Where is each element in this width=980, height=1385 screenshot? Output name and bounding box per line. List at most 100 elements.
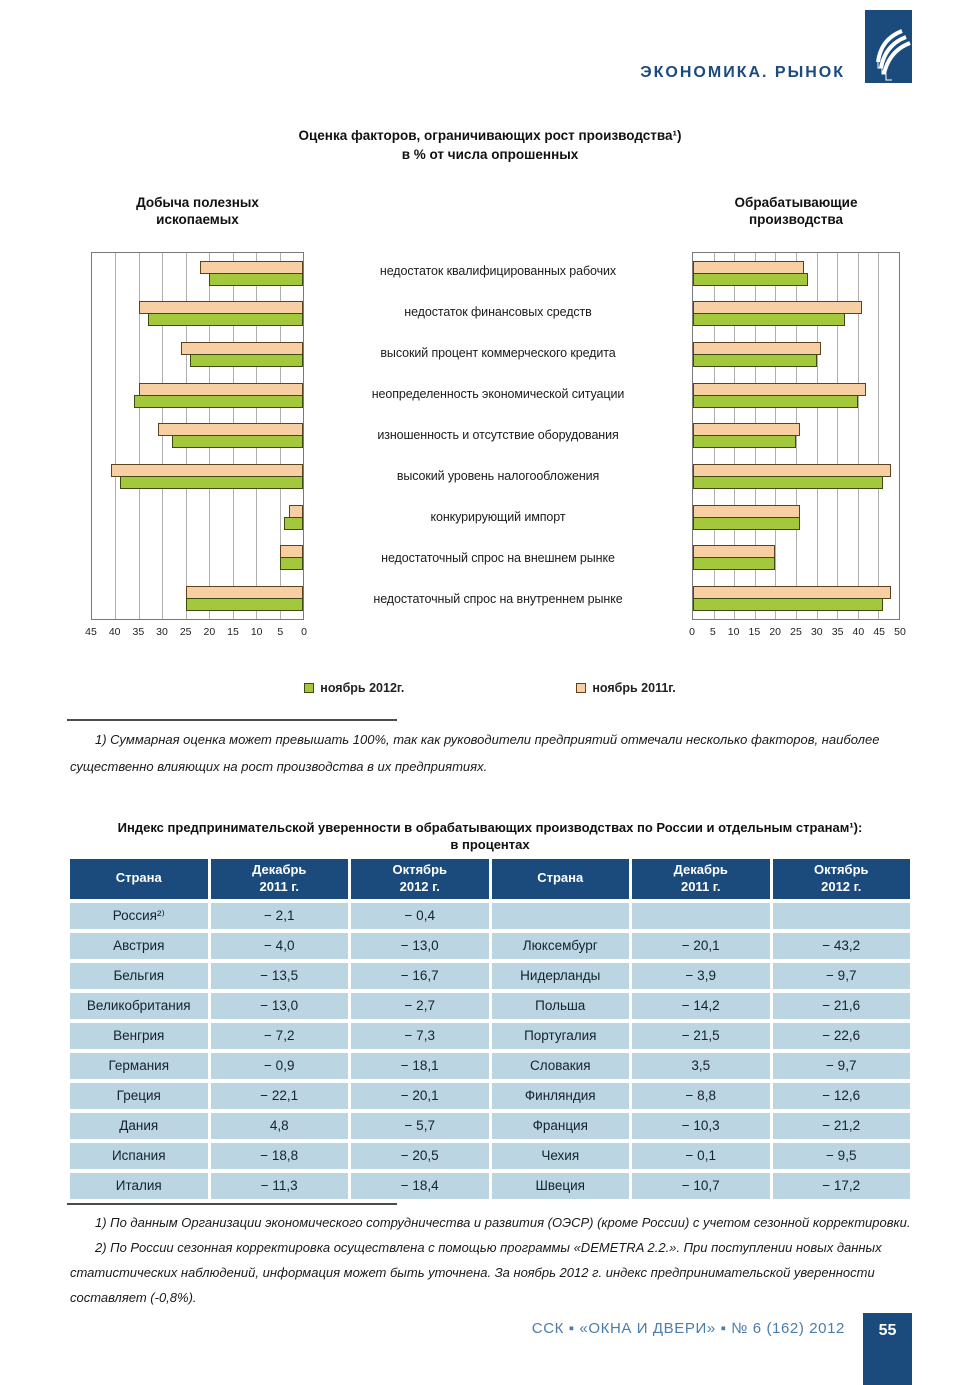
table-cell: − 7,3 bbox=[351, 1022, 489, 1049]
axis-tick-label: 20 bbox=[203, 626, 216, 638]
table-cell bbox=[632, 902, 770, 929]
table-cell: − 2,7 bbox=[351, 992, 489, 1019]
table-row: Венгрия − 7,2− 7,3 Португалия − 21,5− 22,6 bbox=[70, 1022, 910, 1049]
table-header-cell: Декабрь 2011 г. bbox=[632, 859, 770, 899]
bar-group bbox=[693, 375, 899, 416]
gridline bbox=[837, 253, 839, 619]
bar-group bbox=[92, 334, 303, 375]
table-header-cell: Декабрь 2011 г. bbox=[210, 859, 348, 899]
chart-footnote: 1) Суммарная оценка может превышать 100%… bbox=[70, 726, 918, 780]
axis-tick-label: 5 bbox=[709, 626, 716, 638]
logo-swoosh-icon bbox=[876, 29, 911, 81]
table-row: Великобритания − 13,0− 2,7 Польша − 14,2− 2… bbox=[70, 992, 910, 1019]
chart-subtitle: в % от числа опрошенных bbox=[401, 147, 579, 162]
legend-item: ноябрь 2012г. bbox=[304, 681, 404, 695]
axis-tick-label: 50 bbox=[894, 626, 906, 638]
bar-2012 bbox=[693, 598, 883, 612]
bar-group bbox=[92, 294, 303, 335]
table-cell: − 21,6 bbox=[772, 992, 910, 1019]
axis-tick-label: 45 bbox=[85, 626, 97, 638]
page-number-badge: 55 bbox=[863, 1313, 912, 1385]
mining-bar-chart bbox=[91, 252, 304, 620]
table-cell: − 18,4 bbox=[351, 1172, 489, 1199]
left-x-axis: 45 40 35 30 25 20 15 10 5 0 bbox=[85, 626, 307, 640]
table-footnote-text: 1) По данным Организации экономического … bbox=[95, 1215, 911, 1230]
table-row: Италия − 11,3− 18,4 Швеция − 10,7− 17,2 bbox=[70, 1172, 910, 1199]
table-cell: 3,5 bbox=[632, 1052, 770, 1079]
axis-tick-label: 30 bbox=[156, 626, 168, 638]
bar-group bbox=[693, 538, 899, 579]
table-title-block: Индекс предпринимательской уверенности в… bbox=[0, 820, 980, 852]
table-cell: Люксембург bbox=[491, 932, 629, 959]
table-row: Дания 4,8− 5,7 Франция − 10,3− 21,2 bbox=[70, 1112, 910, 1139]
chart-footnote-text: 1) Суммарная оценка может превышать 100%… bbox=[70, 732, 880, 774]
bar-group bbox=[693, 334, 899, 375]
legend-item: ноябрь 2011г. bbox=[576, 681, 676, 695]
section-title: ЭКОНОМИКА. РЫНОК bbox=[640, 64, 845, 81]
bar-group bbox=[693, 578, 899, 619]
bar-2012 bbox=[284, 516, 303, 530]
table-cell: Португалия bbox=[491, 1022, 629, 1049]
bar-2012 bbox=[693, 394, 858, 408]
bar-group bbox=[693, 416, 899, 457]
chart-legend: ноябрь 2012г. ноябрь 2011г. bbox=[0, 681, 980, 695]
legend-label: ноябрь 2012г. bbox=[320, 681, 405, 695]
table-cell bbox=[772, 902, 910, 929]
gridline bbox=[878, 253, 880, 619]
table-cell: − 14,2 bbox=[632, 992, 770, 1019]
left-panel-title: Добыча полезных ископаемых bbox=[136, 195, 259, 227]
table-cell: Испания bbox=[70, 1142, 208, 1169]
table-cell: − 21,5 bbox=[632, 1022, 770, 1049]
table-cell: Италия bbox=[70, 1172, 208, 1199]
table-cell: − 12,6 bbox=[772, 1082, 910, 1109]
axis-tick-label: 25 bbox=[179, 626, 192, 638]
bar-group bbox=[693, 456, 899, 497]
legend-label: ноябрь 2011г. bbox=[592, 681, 676, 695]
table-cell: 4,8 bbox=[210, 1112, 348, 1139]
chart-title-block: Оценка факторов, ограничивающих рост про… bbox=[0, 128, 980, 162]
bar-2012 bbox=[209, 272, 303, 286]
table-cell: − 4,0 bbox=[210, 932, 348, 959]
category-label: недостаточный спрос на внешнем рынке bbox=[381, 550, 615, 565]
category-label: недостаточный спрос на внутреннем рынке bbox=[373, 591, 623, 606]
bar-group bbox=[693, 294, 899, 335]
bar-group bbox=[92, 578, 303, 619]
table-cell: − 2,1 bbox=[210, 902, 348, 929]
table-row: Австрия − 4,0− 13,0 Люксембург − 20,1− 43,2 bbox=[70, 932, 910, 959]
table-cell: − 10,3 bbox=[632, 1112, 770, 1139]
axis-tick-label: 45 bbox=[873, 626, 886, 638]
table-cell: − 9,7 bbox=[772, 962, 910, 989]
publisher-logo bbox=[865, 10, 912, 83]
bar-2012 bbox=[148, 313, 303, 327]
table-cell: Словакия bbox=[491, 1052, 629, 1079]
axis-tick-label: 20 bbox=[769, 626, 782, 638]
table-cell: − 13,0 bbox=[351, 932, 489, 959]
table-row: Германия − 0,9− 18,1 Словакия 3,5− 9,7 bbox=[70, 1052, 910, 1079]
table-cell: Финляндия bbox=[491, 1082, 629, 1109]
divider-line bbox=[67, 719, 397, 721]
table-cell: − 20,1 bbox=[632, 932, 770, 959]
table-cell: Великобритания bbox=[70, 992, 208, 1019]
table-cell bbox=[491, 902, 629, 929]
bar-group bbox=[92, 375, 303, 416]
table-cell: − 43,2 bbox=[772, 932, 910, 959]
category-label: высокий процент коммерческого кредита bbox=[380, 346, 616, 361]
table-cell: − 22,6 bbox=[772, 1022, 910, 1049]
divider-line bbox=[67, 1203, 397, 1205]
table-cell: − 17,2 bbox=[772, 1172, 910, 1199]
bar-group bbox=[92, 497, 303, 538]
axis-tick-label: 10 bbox=[250, 626, 263, 638]
gridline bbox=[115, 253, 117, 619]
table-cell: − 7,2 bbox=[210, 1022, 348, 1049]
category-label: недостаток финансовых средств bbox=[404, 305, 592, 320]
bar-2012 bbox=[693, 272, 809, 286]
table-cell: − 0,4 bbox=[351, 902, 489, 929]
table-subtitle: в процентах bbox=[450, 837, 530, 852]
table-cell: − 5,7 bbox=[351, 1112, 489, 1139]
gridline bbox=[816, 253, 818, 619]
bar-2012 bbox=[693, 435, 796, 449]
bar-2012 bbox=[171, 435, 303, 449]
category-label: высокий уровень налогообложения bbox=[396, 468, 600, 483]
table-cell: Венгрия bbox=[70, 1022, 208, 1049]
table-title: Индекс предпринимательской уверенности в… bbox=[117, 820, 863, 835]
